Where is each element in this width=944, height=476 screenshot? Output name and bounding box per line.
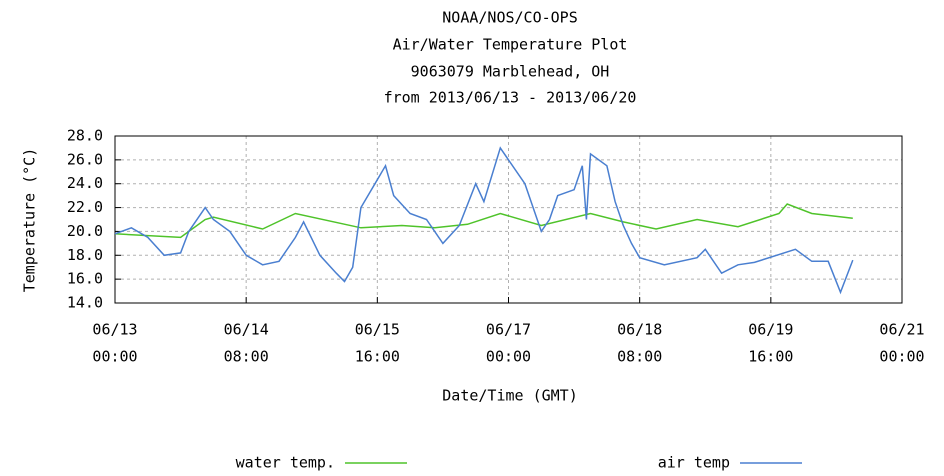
x-tick-label: 00:00: [486, 348, 531, 366]
x-tick-label: 06/13: [92, 321, 137, 339]
x-tick-label: 06/14: [224, 321, 269, 339]
y-tick-label: 28.0: [67, 127, 103, 145]
legend-label: water temp.: [236, 454, 335, 472]
x-tick-label: 08:00: [617, 348, 662, 366]
x-tick-label: 00:00: [879, 348, 924, 366]
x-tick-label: 06/19: [748, 321, 793, 339]
plot-frame: [114, 135, 903, 304]
title-line: NOAA/NOS/CO-OPS: [442, 9, 577, 27]
y-tick-label: 26.0: [67, 150, 103, 168]
x-tick-label: 16:00: [355, 348, 400, 366]
series-line: [114, 146, 854, 295]
y-axis-label: Temperature (°C): [21, 148, 39, 293]
x-tick-label: 08:00: [224, 348, 269, 366]
y-tick-label: 16.0: [67, 270, 103, 288]
x-tick-label: 06/15: [355, 321, 400, 339]
x-tick-label: 06/17: [486, 321, 531, 339]
y-tick-label: 18.0: [67, 246, 103, 264]
y-tick-label: 14.0: [67, 294, 103, 312]
x-tick-label: 16:00: [748, 348, 793, 366]
x-tick-label: 06/21: [879, 321, 924, 339]
title-line: 9063079 Marblehead, OH: [411, 63, 610, 81]
title-line: from 2013/06/13 - 2013/06/20: [384, 89, 637, 107]
y-tick-label: 20.0: [67, 222, 103, 240]
series-line: [114, 203, 853, 239]
x-tick-label: 06/18: [617, 321, 662, 339]
y-tick-label: 22.0: [67, 198, 103, 216]
y-tick-label: 24.0: [67, 174, 103, 192]
title-line: Air/Water Temperature Plot: [393, 36, 628, 54]
legend-label: air temp: [658, 454, 730, 472]
x-axis-label: Date/Time (GMT): [442, 387, 577, 405]
x-tick-label: 00:00: [92, 348, 137, 366]
